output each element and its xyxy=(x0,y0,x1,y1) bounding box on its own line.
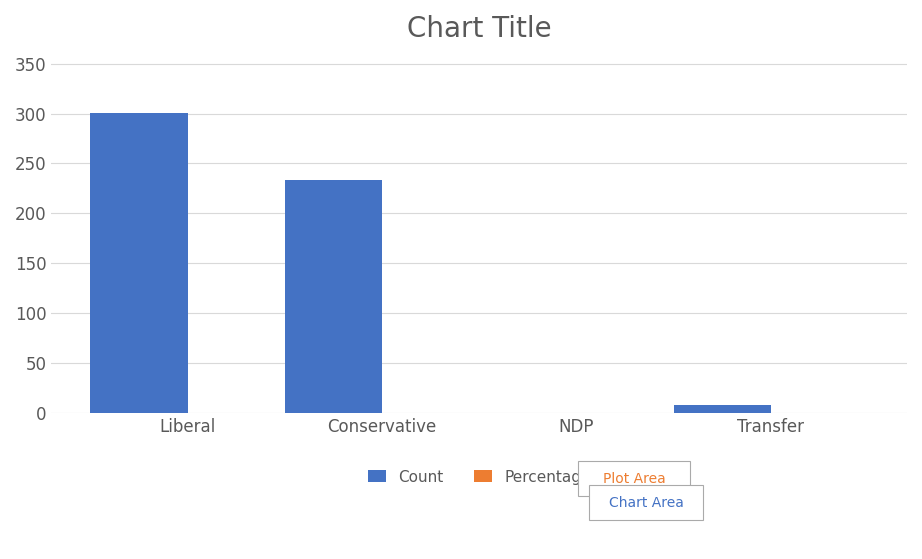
Text: Plot Area: Plot Area xyxy=(602,471,666,486)
FancyBboxPatch shape xyxy=(578,461,690,496)
Bar xyxy=(674,405,771,413)
Legend: Count, Percentage: Count, Percentage xyxy=(361,463,597,491)
Bar xyxy=(285,181,382,413)
Text: Chart Area: Chart Area xyxy=(609,495,684,510)
Bar xyxy=(90,112,187,413)
Title: Chart Title: Chart Title xyxy=(407,15,551,43)
FancyBboxPatch shape xyxy=(589,485,703,520)
